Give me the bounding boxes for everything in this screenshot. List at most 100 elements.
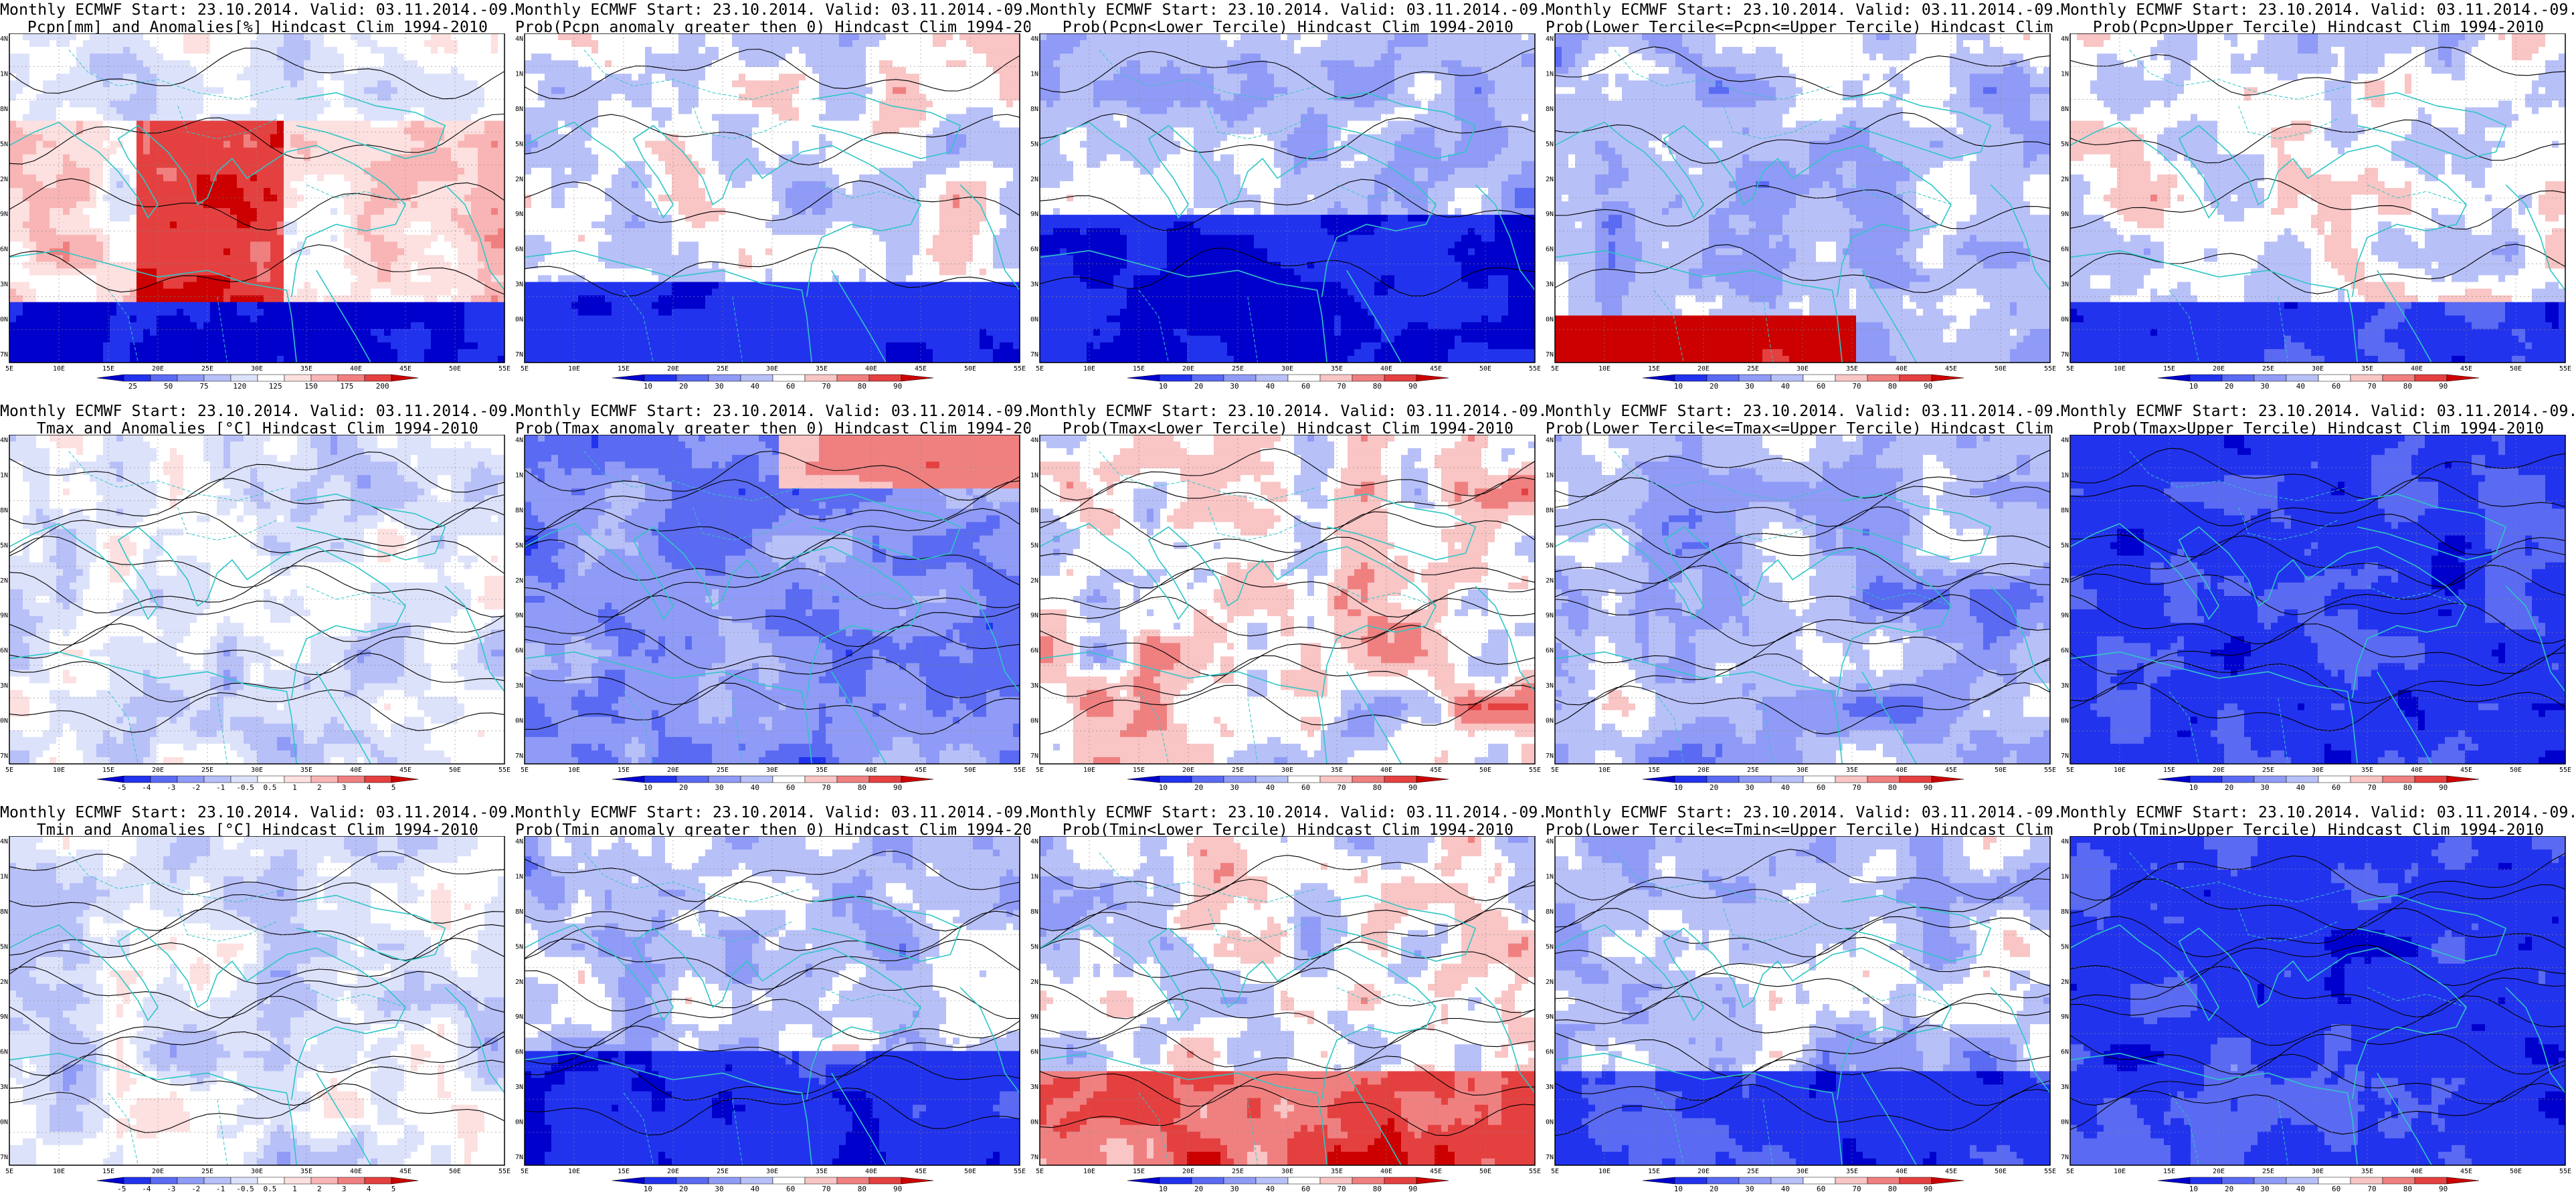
lon-tick-label: 30E — [251, 365, 263, 373]
map-frame — [1554, 836, 2051, 1166]
panel-title-line1: Monthly ECMWF Start: 23.10.2014. Valid: … — [0, 804, 515, 821]
coastlines — [524, 493, 1020, 765]
lon-tick-label: 10E — [1083, 767, 1095, 774]
lat-tick-label: 45N — [1546, 943, 1554, 950]
shaded-field — [1555, 435, 2051, 765]
lon-tick-label: 20E — [2213, 767, 2225, 774]
colorbar-label: 20 — [2225, 382, 2233, 391]
lon-tick-label: 15E — [1133, 365, 1145, 373]
lon-tick-label: 55E — [498, 365, 511, 373]
colorbar-label: 30 — [1745, 1185, 1754, 1193]
lon-tick-label: 25E — [717, 1168, 729, 1175]
lon-tick-label: 25E — [201, 767, 213, 774]
map-frame — [1039, 435, 1536, 765]
lon-tick-label: 20E — [2213, 1168, 2225, 1175]
colorbar-label: 20 — [2225, 1185, 2233, 1193]
lon-tick-label: 10E — [2114, 365, 2126, 373]
colorbar-label: 75 — [199, 382, 208, 391]
map-panel-tmax-prob-lower: Monthly ECMWF Start: 23.10.2014. Valid: … — [1030, 401, 1546, 803]
shaded-field — [1040, 836, 1536, 1166]
lat-tick-label: 42N — [1030, 979, 1038, 986]
colorbar-label: 40 — [751, 382, 759, 391]
lat-tick-label: 36N — [1546, 647, 1554, 655]
lat-tick-label: 48N — [1546, 106, 1554, 113]
lat-tick-label: 39N — [0, 1013, 8, 1021]
colorbar-label: 125 — [269, 382, 282, 391]
lon-tick-label: 10E — [568, 767, 580, 774]
colorbar-label: 30 — [2260, 783, 2269, 792]
lon-tick-label: 30E — [766, 767, 778, 774]
lon-tick-label: 40E — [1896, 365, 1908, 373]
lon-tick-label: 55E — [1014, 365, 1026, 373]
colorbar-label: -1 — [216, 783, 225, 792]
graticule — [2070, 33, 2565, 363]
lat-tick-label: 39N — [2061, 612, 2069, 619]
map-panel-tmin-prob-upper: Monthly ECMWF Start: 23.10.2014. Valid: … — [2061, 803, 2576, 1204]
colorbar-label: 175 — [340, 382, 353, 391]
colorbar-label: 20 — [679, 382, 688, 391]
lat-tick-label: 42N — [0, 176, 8, 183]
lon-tick-label: 5E — [5, 1168, 13, 1175]
colorbar-label: 80 — [1888, 783, 1897, 792]
contour-lines — [9, 47, 505, 295]
colorbar-label: -5 — [117, 1185, 126, 1193]
colorbar-label: 20 — [1710, 783, 1718, 792]
lat-tick-label: 33N — [1030, 281, 1038, 288]
lon-tick-label: 30E — [251, 767, 263, 774]
colorbar-label: 3 — [342, 1185, 347, 1193]
map-tmin-prob-pos: 5E 10E 15E 20E 25E 30E 35E 40E 45E 50E 55E 54N 51N 48… — [515, 836, 1026, 1193]
contour-lines — [1039, 47, 1536, 296]
lat-tick-label: 33N — [1030, 682, 1038, 690]
lat-tick-label: 39N — [0, 211, 8, 218]
lat-tick-label: 30N — [2061, 1119, 2069, 1126]
colorbar-label: 10 — [1159, 382, 1168, 391]
colorbar-label: 90 — [1408, 1185, 1417, 1193]
colorbar-label: 30 — [1230, 382, 1238, 391]
lat-tick-label: 33N — [0, 1084, 8, 1091]
lat-tick-label: 45N — [2061, 140, 2069, 148]
graticule — [1555, 33, 2050, 363]
lat-tick-label: 30N — [2061, 316, 2069, 324]
panel-title-line1: Monthly ECMWF Start: 23.10.2014. Valid: … — [0, 403, 515, 420]
lat-tick-label: 54N — [1030, 437, 1038, 444]
colorbar-label: 1 — [292, 783, 297, 792]
lat-tick-label: 33N — [1030, 1084, 1038, 1091]
colorbar-label: 150 — [304, 382, 318, 391]
lon-tick-label: 30E — [1797, 1168, 1809, 1175]
colorbar-label: 70 — [1852, 783, 1861, 792]
map-frame — [2069, 435, 2566, 765]
lat-tick-label: 48N — [515, 908, 523, 916]
coastlines — [2069, 92, 2566, 363]
colorbar-label: -3 — [167, 1185, 175, 1193]
colorbar-label: 0.5 — [264, 1185, 277, 1193]
lon-tick-label: 35E — [300, 365, 312, 373]
lat-tick-label: 30N — [0, 1119, 8, 1126]
graticule — [525, 33, 1020, 363]
lon-tick-label: 50E — [2510, 1168, 2522, 1175]
lat-tick-label: 30N — [1546, 718, 1554, 725]
map-pcpn-prob-middle: 5E 10E 15E 20E 25E 30E 35E 40E 45E 50E 55E 54N 51N 48… — [1546, 33, 2056, 391]
lat-tick-label: 33N — [515, 1084, 523, 1091]
colorbar-label: 90 — [893, 783, 902, 792]
colorbar-label: 80 — [858, 382, 866, 391]
lat-tick-label: 36N — [0, 647, 8, 655]
lon-tick-label: 10E — [1598, 767, 1611, 774]
panel-title-line1: Monthly ECMWF Start: 23.10.2014. Valid: … — [515, 403, 1030, 420]
lat-tick-label: 36N — [2061, 246, 2069, 254]
shaded-field — [1040, 33, 1536, 363]
lat-tick-label: 39N — [1030, 211, 1038, 218]
lat-tick-label: 27N — [1030, 351, 1038, 359]
colorbar-label: 40 — [751, 1185, 759, 1193]
lat-tick-label: 33N — [1546, 682, 1554, 690]
lat-tick-label: 51N — [515, 472, 523, 479]
colorbar-label: 60 — [1301, 783, 1310, 792]
colorbar-label: 40 — [2296, 1185, 2305, 1193]
lon-tick-label: 30E — [2312, 365, 2324, 373]
lon-tick-label: 30E — [1797, 365, 1809, 373]
map-tmin-prob-upper: 5E 10E 15E 20E 25E 30E 35E 40E 45E 50E 55E 54N 51N 48… — [2061, 836, 2571, 1193]
colorbar-label: 30 — [715, 1185, 723, 1193]
colorbar-label: 20 — [1710, 1185, 1718, 1193]
colorbar-label: -4 — [142, 783, 151, 792]
lat-tick-label: 33N — [1546, 1084, 1554, 1091]
lat-tick-label: 54N — [2061, 437, 2069, 444]
